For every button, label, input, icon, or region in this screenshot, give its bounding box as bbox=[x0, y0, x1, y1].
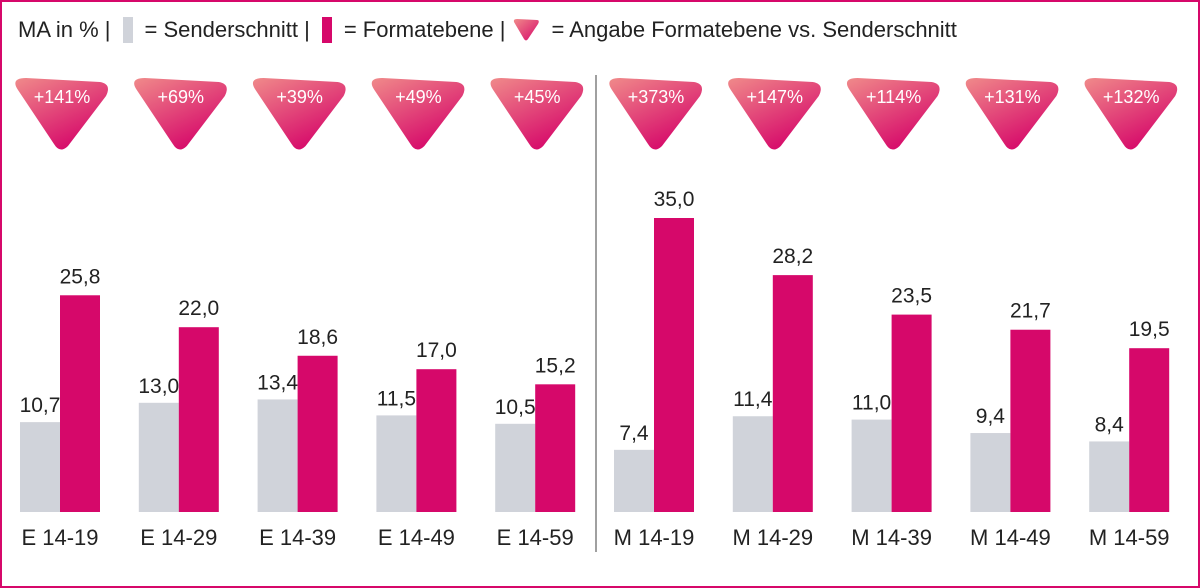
legend-label-senderschnitt: = Senderschnitt | bbox=[144, 17, 310, 42]
legend-badge-icon bbox=[514, 19, 540, 41]
legend: MA in % | = Senderschnitt | = Formateben… bbox=[18, 14, 961, 46]
bar-formatebene bbox=[772, 275, 813, 512]
badge-triangle bbox=[15, 78, 108, 150]
bar-formatebene bbox=[1010, 329, 1051, 512]
bar-formatebene bbox=[60, 295, 100, 512]
badge-label: +132% bbox=[1103, 87, 1160, 107]
category-label: E 14-49 bbox=[378, 525, 455, 550]
badge-triangle bbox=[609, 78, 702, 150]
bar-formatebene bbox=[891, 314, 932, 512]
value-label-senderschnitt: 11,4 bbox=[733, 388, 773, 411]
category-label: M 14-49 bbox=[970, 525, 1051, 550]
category-label: M 14-19 bbox=[614, 525, 695, 550]
bar-senderschnitt bbox=[495, 423, 536, 512]
value-label-formatebene: 35,0 bbox=[654, 188, 695, 211]
value-label-senderschnitt: 13,4 bbox=[257, 371, 298, 394]
legend-label-formatebene: = Formatebene | bbox=[343, 17, 506, 42]
legend-swatch-senderschnitt bbox=[122, 17, 133, 43]
legend-prefix: MA in % | bbox=[18, 17, 111, 42]
value-label-senderschnitt: 11,0 bbox=[852, 392, 891, 415]
bar-formatebene bbox=[1129, 348, 1170, 512]
bar-senderschnitt bbox=[732, 416, 773, 512]
category-label: E 14-29 bbox=[140, 525, 217, 550]
legend-swatch-formatebene bbox=[321, 17, 332, 43]
badge-label: +147% bbox=[747, 87, 804, 107]
badge-label: +45% bbox=[514, 87, 561, 107]
bar-senderschnitt bbox=[1089, 441, 1130, 512]
badge-label: +39% bbox=[276, 87, 323, 107]
bar-formatebene bbox=[535, 384, 576, 512]
badge-triangle bbox=[1084, 78, 1178, 150]
bar-senderschnitt bbox=[376, 415, 417, 512]
badge-triangle bbox=[252, 78, 346, 150]
value-label-formatebene: 23,5 bbox=[891, 285, 932, 308]
value-label-formatebene: 28,2 bbox=[772, 245, 813, 268]
category-label: M 14-39 bbox=[851, 525, 932, 550]
value-label-senderschnitt: 8,4 bbox=[1095, 413, 1125, 436]
badge-triangle bbox=[371, 78, 465, 150]
bar-formatebene bbox=[416, 369, 457, 512]
badge-label: +49% bbox=[395, 87, 442, 107]
bar-senderschnitt bbox=[138, 402, 179, 512]
badge-triangle bbox=[134, 78, 227, 150]
bar-senderschnitt bbox=[614, 449, 654, 512]
value-label-formatebene: 15,2 bbox=[535, 354, 576, 377]
badge-label: +69% bbox=[158, 87, 205, 107]
bar-formatebene bbox=[297, 355, 338, 512]
badge-label: +114% bbox=[866, 87, 921, 107]
value-label-senderschnitt: 10,7 bbox=[20, 394, 61, 417]
bar-senderschnitt bbox=[851, 419, 892, 512]
bar-formatebene bbox=[178, 327, 219, 512]
badge-label: +373% bbox=[628, 87, 685, 107]
badge-triangle bbox=[846, 78, 940, 150]
value-label-formatebene: 17,0 bbox=[416, 339, 457, 362]
category-label: M 14-29 bbox=[732, 525, 813, 550]
value-label-formatebene: 21,7 bbox=[1010, 300, 1051, 323]
value-label-senderschnitt: 9,4 bbox=[976, 405, 1006, 428]
bar-senderschnitt bbox=[970, 433, 1011, 512]
badge-label: +141% bbox=[34, 87, 91, 107]
value-label-formatebene: 25,8 bbox=[60, 265, 101, 288]
value-label-formatebene: 18,6 bbox=[297, 326, 338, 349]
category-label: E 14-59 bbox=[497, 525, 574, 550]
bar-senderschnitt bbox=[257, 399, 298, 512]
badge-triangle bbox=[728, 78, 821, 150]
category-label: E 14-39 bbox=[259, 525, 336, 550]
badge-label: +131% bbox=[984, 87, 1041, 107]
bar-senderschnitt bbox=[20, 422, 60, 512]
value-label-senderschnitt: 10,5 bbox=[495, 396, 536, 419]
value-label-formatebene: 19,5 bbox=[1129, 318, 1170, 341]
category-label: M 14-59 bbox=[1089, 525, 1170, 550]
value-label-senderschnitt: 13,0 bbox=[138, 375, 179, 398]
badge-triangle bbox=[490, 78, 584, 150]
bar-formatebene bbox=[654, 218, 694, 512]
legend-label-badge: = Angabe Formatebene vs. Senderschnitt bbox=[551, 17, 957, 42]
category-label: E 14-19 bbox=[21, 525, 98, 550]
badge-triangle bbox=[965, 78, 1059, 150]
value-label-formatebene: 22,0 bbox=[178, 297, 219, 320]
value-label-senderschnitt: 11,5 bbox=[377, 387, 416, 410]
value-label-senderschnitt: 7,4 bbox=[619, 422, 649, 445]
